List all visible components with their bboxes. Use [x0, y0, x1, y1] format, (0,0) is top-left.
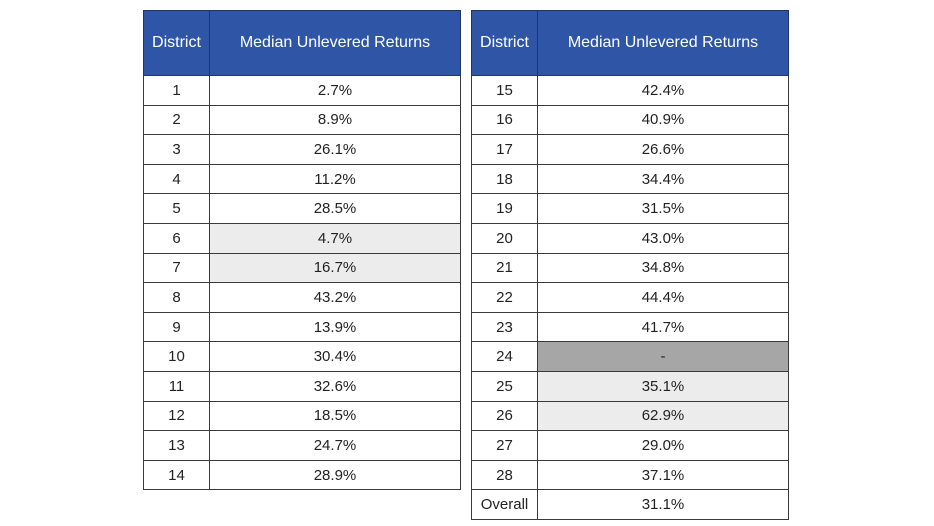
return-value-cell: 43.0% — [537, 222, 789, 254]
district-cell: 18 — [471, 163, 538, 195]
district-cell: 6 — [143, 222, 210, 254]
district-cell: 13 — [143, 430, 210, 461]
table-row: 20 43.0% — [471, 222, 789, 254]
return-value-cell: 43.2% — [209, 282, 461, 313]
return-value-cell: 24.7% — [209, 430, 461, 461]
district-cell: 12 — [143, 400, 210, 432]
table-row: 13 24.7% — [143, 430, 461, 461]
table-row: 4 11.2% — [143, 163, 461, 195]
table-row: 12 18.5% — [143, 400, 461, 432]
district-cell: 7 — [143, 252, 210, 284]
header-district: District — [143, 10, 210, 76]
return-value-cell: 18.5% — [209, 400, 461, 432]
return-value-cell: 26.6% — [537, 134, 789, 165]
table-row: 23 41.7% — [471, 311, 789, 343]
table-row: 25 35.1% — [471, 370, 789, 402]
district-cell: 14 — [143, 459, 210, 491]
return-value-cell: 34.8% — [537, 252, 789, 284]
return-value-cell: 44.4% — [537, 282, 789, 313]
header-median-unlevered-returns: Median Unlevered Returns — [209, 10, 461, 76]
district-cell: Overall — [471, 489, 538, 520]
district-cell: 19 — [471, 193, 538, 224]
district-cell: 27 — [471, 430, 538, 461]
district-cell: 10 — [143, 341, 210, 372]
district-cell: 22 — [471, 282, 538, 313]
district-cell: 17 — [471, 134, 538, 165]
return-value-cell: 40.9% — [537, 104, 789, 136]
return-value-cell: 16.7% — [209, 252, 461, 284]
table-row: 24- — [471, 341, 789, 372]
table-row: 15 42.4% — [471, 75, 789, 106]
table-row: 8 43.2% — [143, 282, 461, 313]
table-row: 7 16.7% — [143, 252, 461, 284]
table-row: 9 13.9% — [143, 311, 461, 343]
district-cell: 5 — [143, 193, 210, 224]
table-row: 17 26.6% — [471, 134, 789, 165]
return-value-cell: 28.9% — [209, 459, 461, 491]
district-cell: 24 — [471, 341, 538, 372]
return-value-cell: 34.4% — [537, 163, 789, 195]
return-value-cell: 42.4% — [537, 75, 789, 106]
return-value-cell: 11.2% — [209, 163, 461, 195]
table-row: 11 32.6% — [143, 370, 461, 402]
return-value-cell: 4.7% — [209, 222, 461, 254]
return-value-cell: 35.1% — [537, 370, 789, 402]
return-value-cell: 8.9% — [209, 104, 461, 136]
table-row: 22 44.4% — [471, 282, 789, 313]
header-median-unlevered-returns: Median Unlevered Returns — [537, 10, 789, 76]
table-row: 28 37.1% — [471, 459, 789, 491]
district-cell: 25 — [471, 370, 538, 402]
return-value-cell: 37.1% — [537, 459, 789, 491]
return-value-cell: 62.9% — [537, 400, 789, 432]
district-cell: 8 — [143, 282, 210, 313]
table-body-right: 15 42.4% 16 40.9% 17 26.6% 18 34.4% 19 31.5% 20 43.… — [471, 75, 789, 520]
returns-table-left: District Median Unlevered Returns 1 2.7% 2… — [143, 10, 461, 491]
district-cell: 15 — [471, 75, 538, 106]
table-row: 26 62.9% — [471, 400, 789, 432]
district-cell: 4 — [143, 163, 210, 195]
return-value-cell: 41.7% — [537, 311, 789, 343]
district-cell: 11 — [143, 370, 210, 402]
district-cell: 16 — [471, 104, 538, 136]
table-row: 14 28.9% — [143, 459, 461, 491]
return-value-cell: - — [537, 341, 789, 372]
table-row: Overall 31.1% — [471, 489, 789, 520]
return-value-cell: 26.1% — [209, 134, 461, 165]
district-cell: 21 — [471, 252, 538, 284]
table-body-left: 1 2.7% 2 8.9% 3 26.1% 4 11.2% 5 28.5% 6 4.7% 7 16.7% 8… — [143, 75, 461, 491]
table-row: 3 26.1% — [143, 134, 461, 165]
return-value-cell: 31.5% — [537, 193, 789, 224]
district-cell: 1 — [143, 75, 210, 106]
district-cell: 23 — [471, 311, 538, 343]
table-row: 18 34.4% — [471, 163, 789, 195]
return-value-cell: 13.9% — [209, 311, 461, 343]
header-district: District — [471, 10, 538, 76]
table-row: 2 8.9% — [143, 104, 461, 136]
table-row: 5 28.5% — [143, 193, 461, 224]
district-cell: 9 — [143, 311, 210, 343]
return-value-cell: 29.0% — [537, 430, 789, 461]
return-value-cell: 30.4% — [209, 341, 461, 372]
return-value-cell: 31.1% — [537, 489, 789, 520]
header-row: District Median Unlevered Returns — [143, 10, 461, 76]
return-value-cell: 32.6% — [209, 370, 461, 402]
header-row: District Median Unlevered Returns — [471, 10, 789, 76]
table-row: 27 29.0% — [471, 430, 789, 461]
table-row: 10 30.4% — [143, 341, 461, 372]
district-cell: 28 — [471, 459, 538, 491]
table-row: 1 2.7% — [143, 75, 461, 106]
district-cell: 2 — [143, 104, 210, 136]
table-row: 16 40.9% — [471, 104, 789, 136]
table-row: 6 4.7% — [143, 222, 461, 254]
district-cell: 3 — [143, 134, 210, 165]
table-row: 21 34.8% — [471, 252, 789, 284]
return-value-cell: 28.5% — [209, 193, 461, 224]
return-value-cell: 2.7% — [209, 75, 461, 106]
district-cell: 20 — [471, 222, 538, 254]
returns-table-right: District Median Unlevered Returns 15 42.4… — [471, 10, 789, 520]
district-cell: 26 — [471, 400, 538, 432]
table-row: 19 31.5% — [471, 193, 789, 224]
